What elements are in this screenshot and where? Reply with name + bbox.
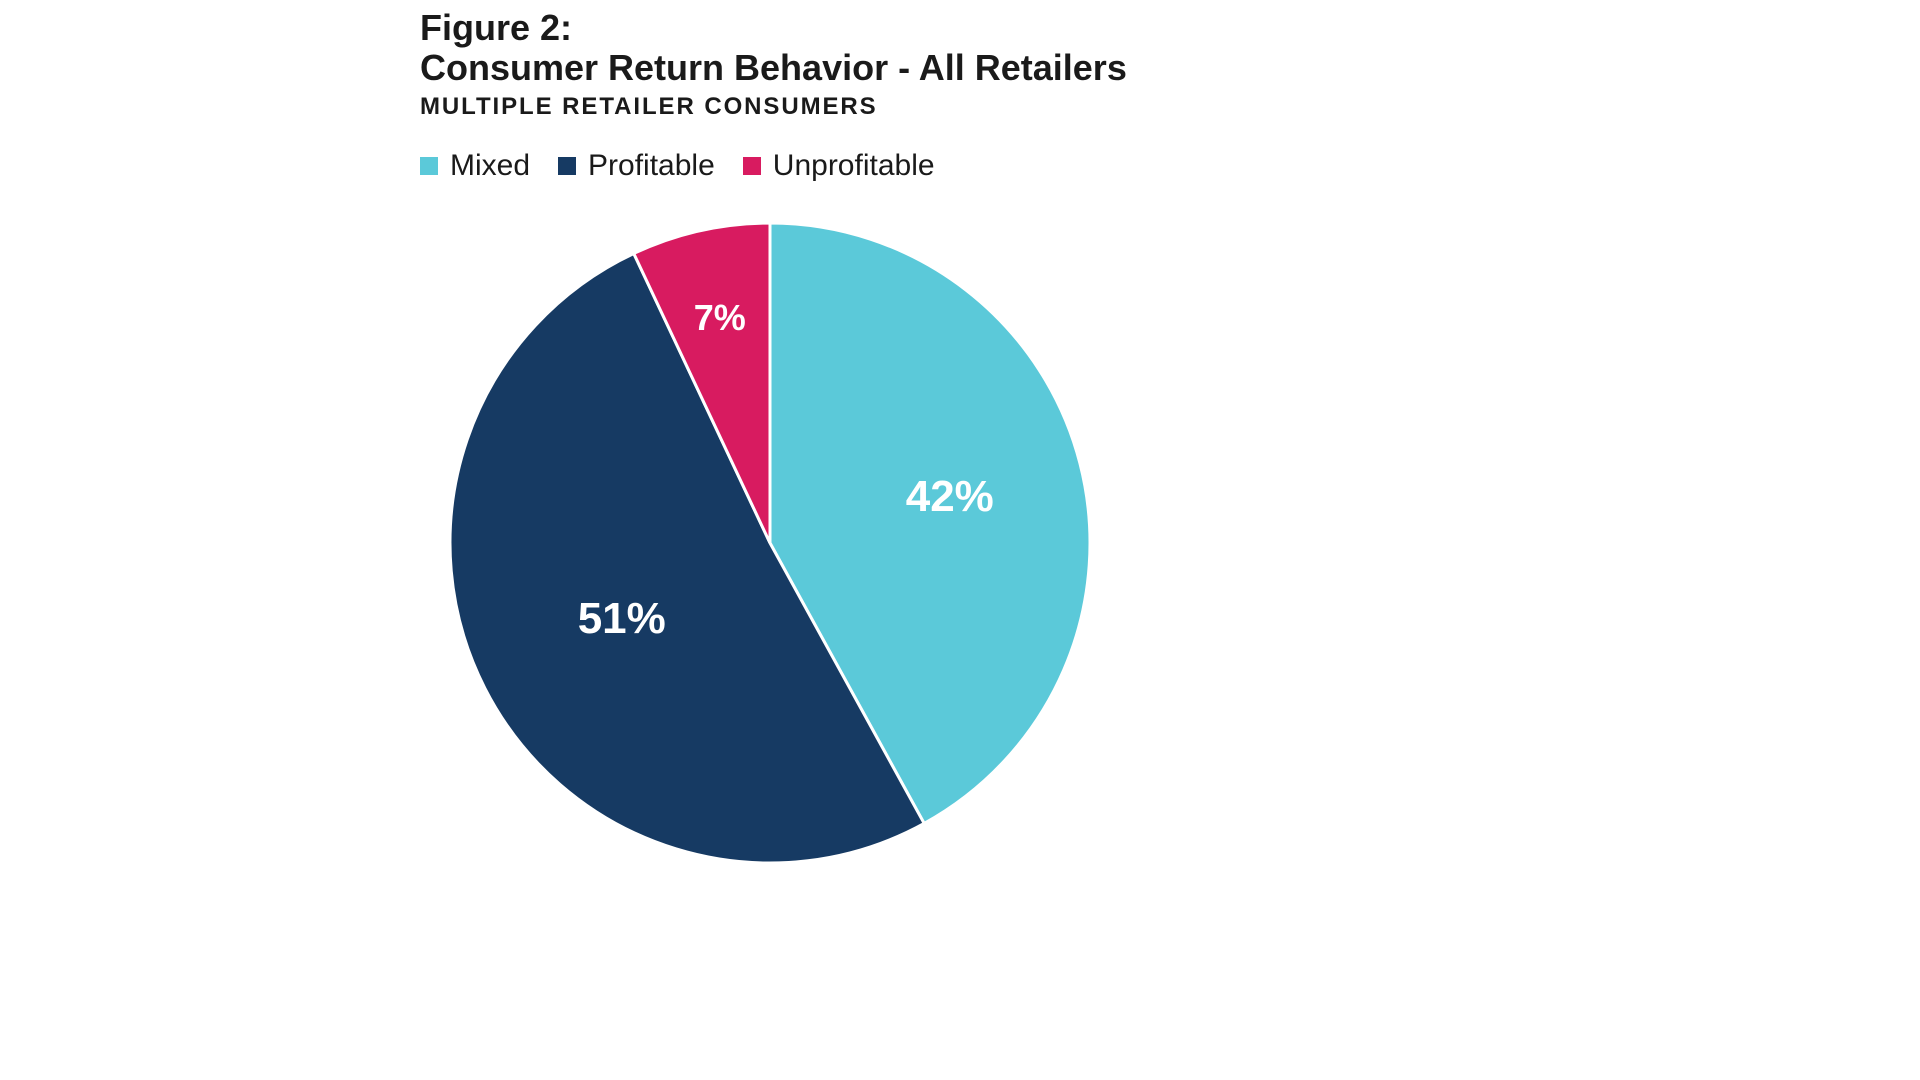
pie-chart: 42%51%7% xyxy=(450,223,1090,863)
title-block: Figure 2: Consumer Return Behavior - All… xyxy=(420,8,1520,121)
legend-label: Mixed xyxy=(450,149,530,183)
figure-title: Consumer Return Behavior - All Retailers xyxy=(420,48,1520,88)
legend-swatch xyxy=(420,157,438,175)
figure-subtitle: MULTIPLE RETAILER CONSUMERS xyxy=(420,93,1520,121)
pie-svg xyxy=(450,223,1090,863)
legend-item: Profitable xyxy=(558,149,715,183)
legend-swatch xyxy=(743,157,761,175)
legend-label: Profitable xyxy=(588,149,715,183)
legend-label: Unprofitable xyxy=(773,149,935,183)
figure-container: Figure 2: Consumer Return Behavior - All… xyxy=(420,8,1520,863)
legend: Mixed Profitable Unprofitable xyxy=(420,149,1520,183)
legend-item: Mixed xyxy=(420,149,530,183)
legend-swatch xyxy=(558,157,576,175)
figure-label: Figure 2: xyxy=(420,8,1520,48)
legend-item: Unprofitable xyxy=(743,149,935,183)
